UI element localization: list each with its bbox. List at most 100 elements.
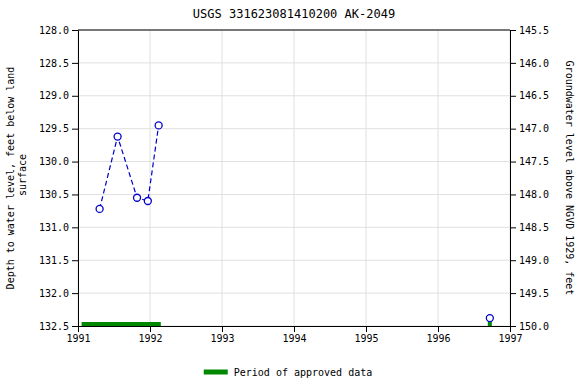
tick-mark: [72, 293, 78, 294]
tick-label: 146.0: [519, 58, 549, 69]
tick-label: 150.0: [519, 321, 549, 332]
band-tick: [488, 322, 492, 326]
tick: 128.0: [39, 25, 78, 36]
axis-line: [79, 327, 511, 333]
grid-line-y: [78, 194, 510, 195]
tick-mark: [510, 260, 516, 261]
tick-label: 1997: [498, 333, 522, 344]
tick: 149.5: [510, 288, 549, 299]
title: USGS 331623081410200 AK-2049: [193, 7, 395, 21]
tick-label: 1993: [210, 333, 234, 344]
tick-label: 147.0: [519, 123, 549, 134]
tick-mark: [510, 227, 516, 228]
tick-label: 147.5: [519, 156, 549, 167]
tick: 1993: [210, 326, 234, 344]
tick-mark: [150, 326, 151, 332]
tick: 146.0: [510, 58, 549, 69]
tick-mark: [510, 129, 516, 130]
tick: 132.0: [39, 288, 78, 299]
tick: 129.5: [39, 123, 78, 134]
x-axis: 1991 1992 1993 1994 1995 1996 1997: [66, 326, 522, 344]
tick: 150.0: [510, 321, 549, 332]
y-axis-label-line: Depth to water level, feet below land: [5, 67, 16, 290]
tick-label: 132.5: [39, 321, 69, 332]
tick-mark: [294, 326, 295, 332]
tick-label: 131.5: [39, 255, 69, 266]
line: [100, 125, 159, 209]
grid-line-y: [78, 293, 510, 294]
tick-label: 129.5: [39, 123, 69, 134]
tick: 146.5: [510, 90, 549, 101]
tick-label: 1995: [354, 333, 378, 344]
tick: 148.0: [510, 189, 549, 200]
legend-item: Period of approved data: [204, 367, 372, 378]
tick-label: 130.0: [39, 156, 69, 167]
tick-mark: [510, 194, 516, 195]
tick-label: 149.5: [519, 288, 549, 299]
tick: 148.5: [510, 222, 549, 233]
tick-mark: [510, 326, 516, 327]
tick-mark: [438, 326, 439, 332]
tick-mark: [72, 227, 78, 228]
frame-top: [78, 30, 510, 31]
tick-mark: [222, 326, 223, 332]
grid-line-y: [78, 95, 510, 96]
tick-mark: [366, 326, 367, 332]
y-axis-label-line: surface: [17, 154, 28, 202]
tick-mark: [72, 260, 78, 261]
tick-label: 1992: [138, 333, 162, 344]
tick-mark: [72, 326, 78, 327]
plot: 1991199219931994199519961997128.0128.512…: [39, 25, 549, 344]
point: [486, 315, 493, 322]
tick-label: 149.0: [519, 255, 549, 266]
series: [96, 122, 162, 213]
tick: 129.0: [39, 90, 78, 101]
band-range: [82, 322, 161, 326]
tick-label: 1994: [282, 333, 306, 344]
tick: 130.0: [39, 156, 78, 167]
tick-mark: [510, 30, 516, 31]
point: [134, 194, 141, 201]
point: [155, 122, 162, 129]
grid-line-x: [294, 30, 295, 326]
tick-mark: [72, 96, 78, 97]
tick-label: 128.5: [39, 58, 69, 69]
tick-mark: [72, 30, 78, 31]
tick-label: 128.0: [39, 25, 69, 36]
tick: 1994: [282, 326, 306, 344]
grid-line-x: [438, 30, 439, 326]
grid-line-x: [222, 30, 223, 326]
tick: 1995: [354, 326, 378, 344]
y-axis: 128.0 128.5 129.0 129.5 130.0 130.5 131.0 131.5…: [39, 25, 79, 332]
tick: 149.0: [510, 255, 549, 266]
band: [82, 322, 492, 326]
legend-label: Period of approved data: [234, 367, 372, 378]
tick: 131.0: [39, 222, 78, 233]
tick-mark: [510, 293, 516, 294]
tick: 147.5: [510, 156, 549, 167]
tick-label: 132.0: [39, 288, 69, 299]
tick-label: 130.5: [39, 189, 69, 200]
tick-mark: [510, 96, 516, 97]
legend-swatch: [204, 370, 228, 375]
tick-label: 146.5: [519, 90, 549, 101]
grid-line-y: [78, 128, 510, 129]
grid-line-x: [150, 30, 151, 326]
y2-axis: 150.0 149.5 149.0 148.5 148.0 147.5 147.0 146.5…: [510, 25, 549, 332]
tick: 1992: [138, 326, 162, 344]
tick-mark: [72, 129, 78, 130]
grid-line-y: [78, 30, 510, 31]
tick: 1996: [426, 326, 450, 344]
chart: 1991199219931994199519961997128.0128.512…: [0, 0, 576, 384]
axis-line: [72, 31, 79, 327]
series: [486, 315, 493, 322]
grid-line-y: [78, 227, 510, 228]
data: [82, 122, 494, 326]
legend-entry: Period of approved data: [204, 367, 372, 378]
tick-label: 1991: [66, 333, 90, 344]
point: [96, 205, 103, 212]
tick-mark: [72, 162, 78, 163]
tick: 132.5: [39, 321, 78, 332]
point: [144, 198, 151, 205]
legend: Period of approved data: [204, 367, 372, 378]
